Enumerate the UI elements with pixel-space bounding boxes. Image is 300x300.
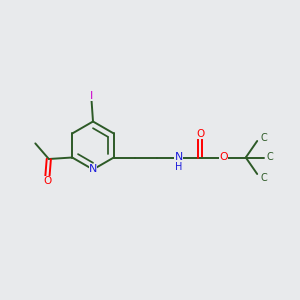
Text: N: N xyxy=(175,152,183,163)
Text: C: C xyxy=(266,152,273,163)
Text: O: O xyxy=(219,152,228,163)
Text: I: I xyxy=(90,91,93,101)
Text: H: H xyxy=(175,161,182,172)
Text: O: O xyxy=(43,176,51,186)
Text: C: C xyxy=(260,172,267,183)
Text: N: N xyxy=(89,164,97,175)
Text: O: O xyxy=(196,129,204,140)
Text: C: C xyxy=(260,133,267,143)
